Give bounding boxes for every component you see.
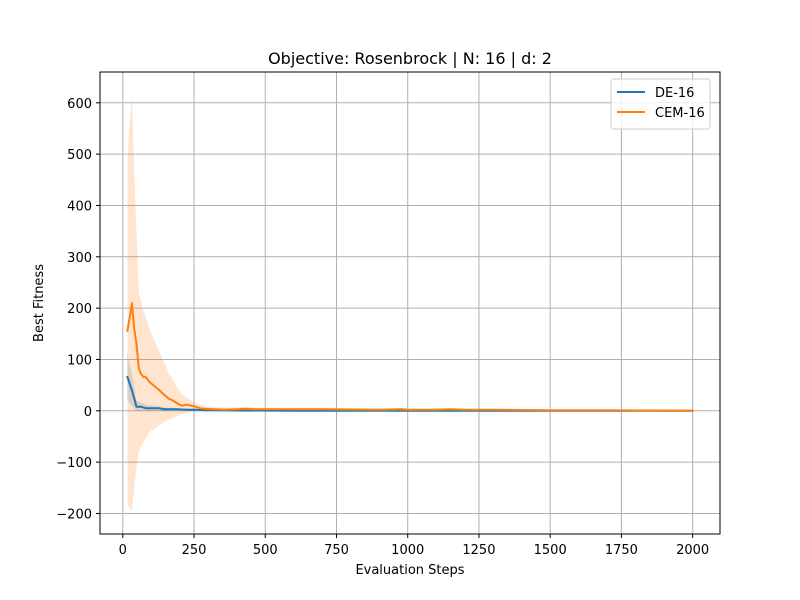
x-tick-label: 1500 (534, 543, 567, 558)
x-tick-label: 500 (253, 543, 278, 558)
axis-ticks: 0 250 500 750 1000 1250 1500 1750 2000 −200 −100 0 1… (56, 97, 709, 558)
x-tick-label: 750 (324, 543, 349, 558)
y-tick-label: 300 (67, 251, 92, 266)
series-lines (126, 302, 694, 412)
x-tick-label: 250 (182, 543, 207, 558)
chart-title: Objective: Rosenbrock | N: 16 | d: 2 (268, 49, 552, 68)
y-tick-label: 500 (67, 148, 92, 163)
x-tick-label: 0 (119, 543, 127, 558)
legend: DE-16 CEM-16 (610, 78, 711, 130)
y-tick-label: 100 (67, 353, 92, 368)
y-tick-label: 0 (84, 405, 92, 420)
grid (100, 72, 720, 534)
x-axis-title: Evaluation Steps (355, 563, 464, 578)
y-tick-label: 400 (67, 199, 92, 214)
legend-label-cem-16: CEM-16 (655, 106, 705, 121)
x-tick-label: 1250 (462, 543, 495, 558)
y-tick-label: −200 (56, 507, 92, 522)
x-tick-label: 1000 (391, 543, 424, 558)
y-tick-label: −100 (56, 456, 92, 471)
y-tick-label: 200 (67, 302, 92, 317)
series-line-cem-16 (126, 302, 694, 412)
legend-label-de-16: DE-16 (655, 86, 694, 101)
y-axis-title: Best Fitness (32, 264, 47, 342)
y-tick-label: 600 (67, 97, 92, 112)
plot-frame (99, 71, 721, 535)
x-tick-label: 2000 (676, 543, 709, 558)
x-tick-label: 1750 (605, 543, 638, 558)
